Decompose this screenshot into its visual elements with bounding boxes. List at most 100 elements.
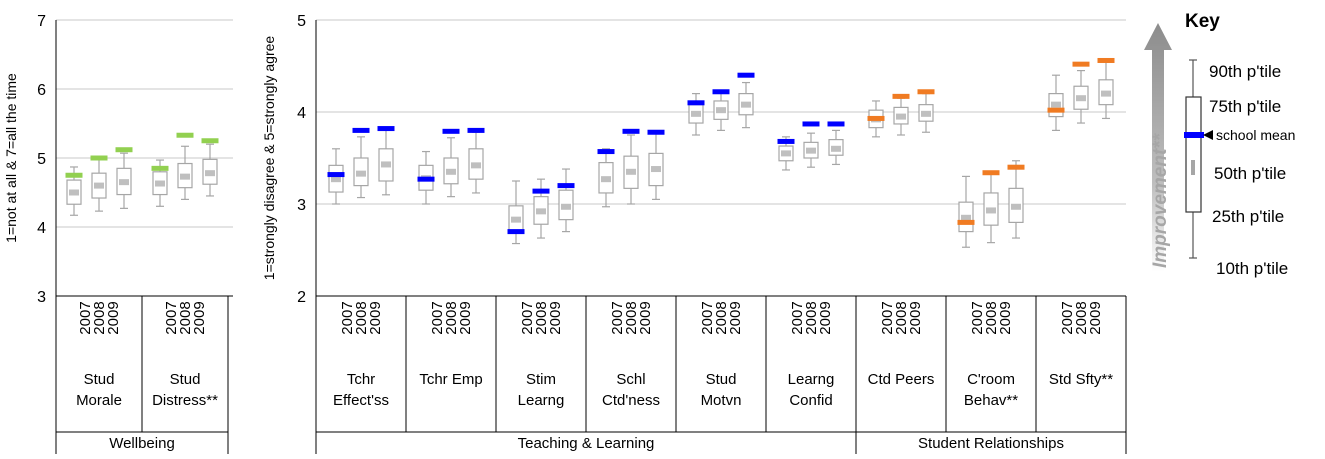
key-median-mark [1191,160,1195,175]
median-mark [381,161,391,168]
median-mark [331,176,341,183]
mean-marker [115,147,133,153]
key-label-p75: 75th p'tile [1209,97,1281,116]
median-mark [986,207,996,214]
category-label: Stud [706,371,737,388]
median-mark [1051,101,1061,108]
category-label: Stud [84,371,115,388]
median-mark [205,170,215,177]
year-label: 2007 [163,301,180,334]
median-mark [511,216,521,223]
mean-marker [957,219,975,225]
median-mark [94,182,104,189]
mean-marker [647,129,665,135]
median-mark [741,101,751,108]
y-tick-label: 5 [297,13,306,30]
median-mark [1011,203,1021,210]
median-mark [356,170,366,177]
median-mark [691,110,701,117]
year-label: 2008 [803,301,820,334]
median-mark [716,107,726,114]
mean-marker [1097,57,1115,63]
key-label-p90: 90th p'tile [1209,62,1281,81]
median-mark [626,168,636,175]
median-mark [896,113,906,120]
year-label: 2009 [637,301,654,334]
y-tick-label: 6 [37,82,46,99]
group-label: Wellbeing [109,435,175,452]
median-mark [1076,95,1086,102]
median-mark [921,110,931,117]
median-mark [446,168,456,175]
mean-marker [557,183,575,189]
mean-marker [827,121,845,127]
year-label: 2007 [429,301,446,334]
group-label: Student Relationships [918,435,1064,452]
median-mark [831,145,841,152]
year-label: 2008 [713,301,730,334]
category-label: Tchr Emp [419,371,482,388]
mean-marker [597,149,615,155]
y-axis-title: 1=not at all & 7=all the time [3,73,19,243]
year-label: 2007 [609,301,626,334]
mean-marker [1047,107,1065,113]
y-tick-label: 3 [37,289,46,306]
median-mark [806,147,816,154]
key-label-p50: 50th p'tile [1214,164,1286,183]
mean-marker [737,72,755,78]
year-label: 2007 [879,301,896,334]
key-mean-marker [1184,132,1204,138]
mean-marker [90,155,108,161]
year-label: 2007 [339,301,356,334]
year-label: 2008 [1073,301,1090,334]
y-tick-label: 2 [297,289,306,306]
mean-marker [442,128,460,134]
y-tick-label: 4 [297,105,306,122]
mean-marker [917,89,935,95]
median-mark [180,173,190,180]
year-label: 2008 [623,301,640,334]
mean-marker [1007,164,1025,170]
category-label: Tchr [347,371,375,388]
year-label: 2008 [177,301,194,334]
mean-marker [1072,61,1090,67]
year-label: 2007 [77,301,94,334]
mean-marker [507,229,525,235]
group-label: Teaching & Learning [518,435,655,452]
mean-marker [467,127,485,133]
year-label: 2007 [969,301,986,334]
mean-marker [176,132,194,138]
category-label: Confid [789,392,832,409]
year-label: 2008 [353,301,370,334]
y-axis-title: 1=strongly disagree & 5=strongly agree [261,36,277,281]
median-mark [471,162,481,169]
year-label: 2007 [1059,301,1076,334]
key-mean-pointer-icon [1203,130,1213,140]
median-mark [961,214,971,221]
mean-marker [712,89,730,95]
key-legend: Improvement** Key 90th p'tile 75th p'til… [1144,11,1295,278]
mean-marker [982,170,1000,176]
category-label: Motvn [701,392,742,409]
year-label: 2009 [367,301,384,334]
mean-marker [802,121,820,127]
year-label: 2009 [997,301,1014,334]
median-mark [651,166,661,173]
mean-marker [201,138,219,144]
category-label: Stim [526,371,556,388]
year-label: 2008 [443,301,460,334]
category-label: Ctd Peers [868,371,935,388]
year-label: 2009 [457,301,474,334]
mean-marker [867,115,885,121]
median-mark [601,176,611,183]
mean-marker [892,93,910,99]
key-title: Key [1185,11,1220,32]
